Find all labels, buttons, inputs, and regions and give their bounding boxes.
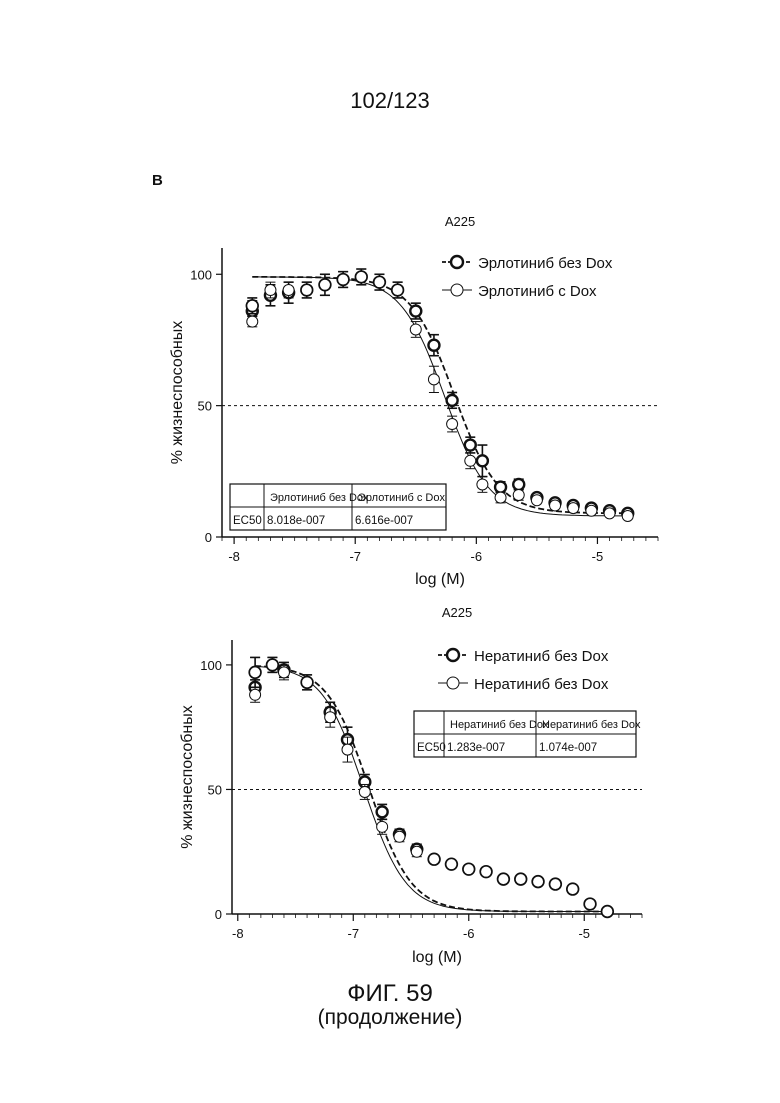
legend-label-1: Нератиниб без Dox xyxy=(474,648,609,665)
data-point-2 xyxy=(515,874,526,885)
table-header-cell: Нератиниб без Dox xyxy=(542,719,641,731)
data-point-2 xyxy=(463,864,474,875)
table-row-label: EC50 xyxy=(417,742,446,754)
x-tick-label: -6 xyxy=(463,926,475,941)
table-header-cell: Нератиниб без Dox xyxy=(450,719,549,731)
data-point-2 xyxy=(377,821,388,832)
fit-curve-2 xyxy=(255,666,607,911)
data-point-2 xyxy=(394,831,405,842)
chart-title: A225 xyxy=(442,605,472,620)
legend-label-2: Нератиниб без Dox xyxy=(474,676,609,693)
figure-title: ФИГ. 59 xyxy=(0,980,780,1008)
x-tick-label: -8 xyxy=(232,926,244,941)
table-value-cell: 1.283e-007 xyxy=(447,742,505,754)
chart-bottom: A225 0 50 100 -8 -7 -6 -5 log (M) % жизнеспособны… xyxy=(0,0,780,1103)
figure-subtitle: (продолжение) xyxy=(0,1006,780,1030)
data-point-2 xyxy=(446,859,457,870)
data-point-2 xyxy=(250,667,261,678)
y-axis-label: % жизнеспособных xyxy=(179,705,196,849)
x-axis-label: log (M) xyxy=(412,949,462,966)
data-point-2 xyxy=(498,874,509,885)
y-tick-label: 100 xyxy=(200,658,222,673)
data-point-2 xyxy=(550,879,561,890)
data-point-2 xyxy=(325,712,336,723)
data-point-2 xyxy=(411,846,422,857)
legend-marker-2 xyxy=(447,677,459,689)
table-value-cell: 1.074e-007 xyxy=(539,742,597,754)
data-point-2 xyxy=(250,689,261,700)
y-tick-label: 50 xyxy=(208,782,222,797)
fit-curve-1 xyxy=(255,666,607,912)
data-point-2 xyxy=(359,786,370,797)
data-point-2 xyxy=(533,876,544,887)
x-tick-label: -5 xyxy=(578,926,590,941)
data-point-2 xyxy=(585,899,596,910)
y-tick-label: 0 xyxy=(215,907,222,922)
legend-marker-1 xyxy=(447,649,459,661)
data-point-2 xyxy=(302,677,313,688)
data-point-2 xyxy=(602,906,613,917)
data-point-2 xyxy=(267,659,278,670)
data-point-2 xyxy=(567,884,578,895)
data-point-2 xyxy=(342,744,353,755)
data-point-1 xyxy=(377,806,388,817)
x-tick-label: -7 xyxy=(347,926,359,941)
data-point-2 xyxy=(429,854,440,865)
data-point-2 xyxy=(481,866,492,877)
data-point-2 xyxy=(278,667,289,678)
